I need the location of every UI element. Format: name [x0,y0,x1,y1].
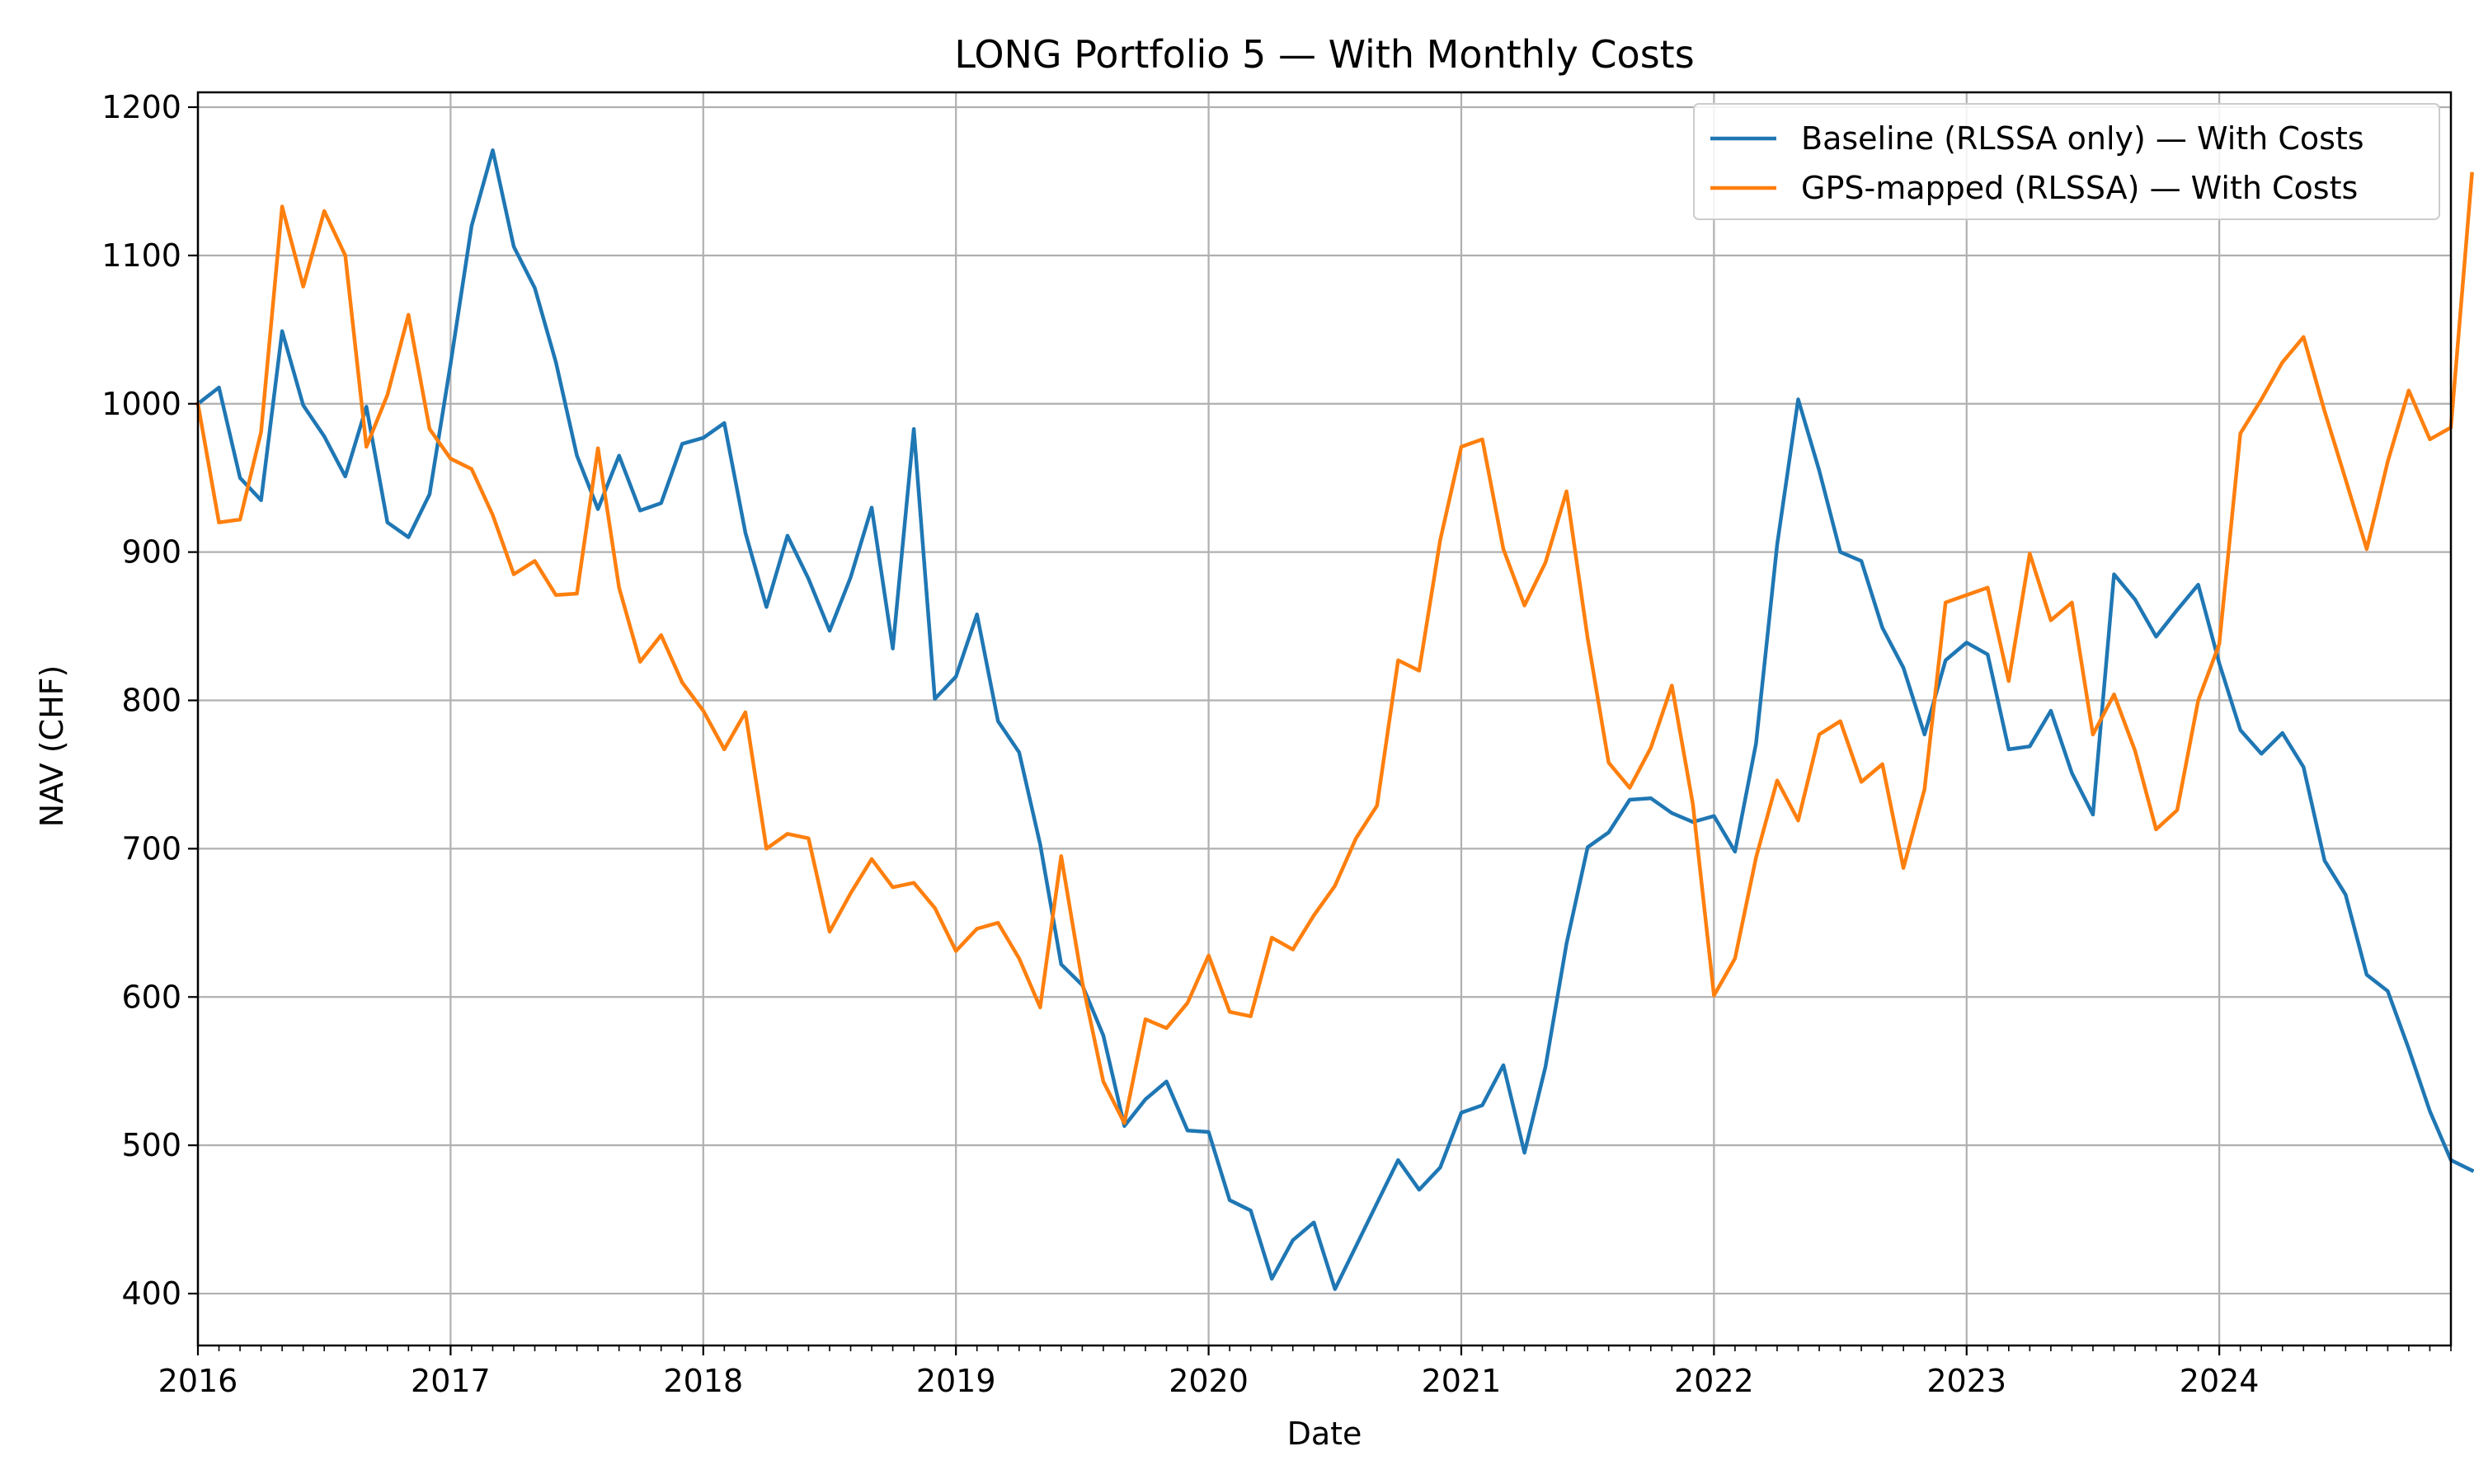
y-tick-label: 1100 [101,237,181,274]
series-line-1 [195,148,2474,1291]
legend-box [1693,103,2440,220]
series-lines [195,148,2474,1291]
x-tick-label: 2016 [158,1363,238,1399]
x-tick-label: 2022 [1674,1363,1754,1399]
x-tick-label: 2021 [1422,1363,1502,1399]
x-tick-label: 2020 [1169,1363,1249,1399]
series-line-2 [195,171,2474,1125]
chart-title: LONG Portfolio 5 — With Monthly Costs [954,32,1694,77]
y-axis-title: NAV (CHF) [34,665,70,828]
x-tick-label: 2023 [1926,1363,2006,1399]
x-tick-label: 2024 [2180,1363,2260,1399]
plot-frame [196,91,2453,1347]
legend: Baseline (RLSSA only) — With Costs GPS-ma… [1693,103,2440,220]
y-tick-label: 1200 [101,89,181,125]
x-axis-title: Date [1287,1416,1362,1452]
x-tick-label: 2019 [916,1363,996,1399]
y-tick-label: 800 [121,683,181,719]
y-tick-label: 1000 [101,386,181,422]
y-tick-label: 500 [121,1127,181,1163]
y-tick-label: 400 [121,1275,181,1312]
y-tick-label: 600 [121,979,181,1015]
legend-label-1: Baseline (RLSSA only) — With Costs [1801,120,2364,157]
y-tick-label: 700 [121,830,181,866]
axes: 400 500 600 700 800 900 1000 1100 1200 2016 2017 20… [101,89,2452,1399]
y-tick-label: 900 [121,534,181,571]
legend-label-2: GPS-mapped (RLSSA) — With Costs [1801,170,2358,206]
x-tick-label: 2018 [663,1363,743,1399]
x-tick-label: 2017 [411,1363,491,1399]
